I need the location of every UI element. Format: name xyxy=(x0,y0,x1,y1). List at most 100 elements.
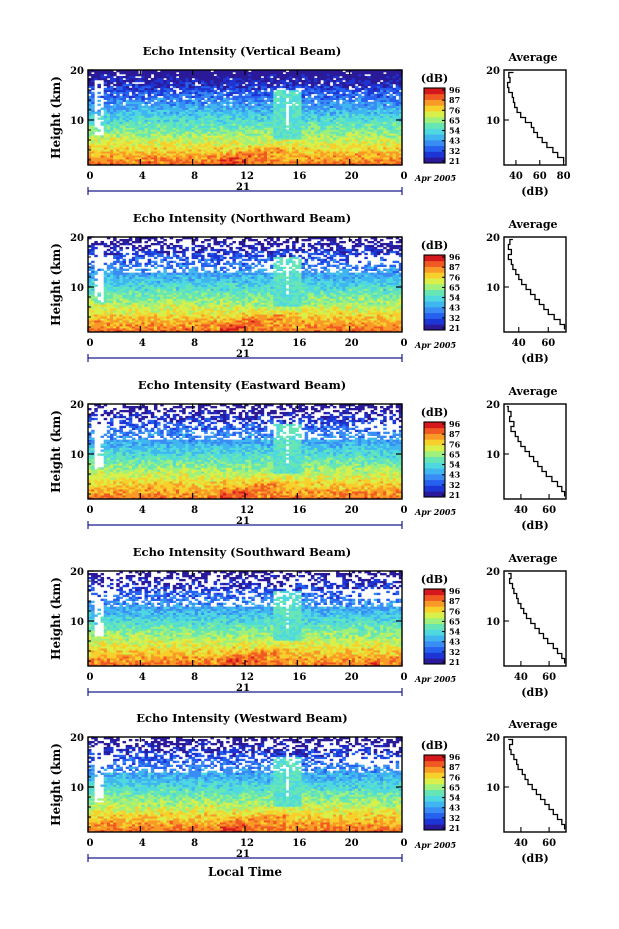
heatmap-cell xyxy=(273,163,277,166)
heatmap-cell xyxy=(157,111,161,114)
heatmap-cell xyxy=(235,133,240,136)
heatmap-cell xyxy=(376,328,381,331)
heatmap-cell xyxy=(251,81,255,85)
heatmap-cell xyxy=(91,73,95,77)
heatmap-cell xyxy=(138,129,142,132)
heatmap-cell xyxy=(197,135,202,138)
heatmap-cell xyxy=(395,139,400,142)
heatmap-cell xyxy=(116,75,120,79)
heatmap-cell xyxy=(125,127,130,130)
heatmap-cell xyxy=(307,155,312,158)
panel-title: Echo Intensity (Vertical Beam) xyxy=(143,44,342,58)
colorbar-swatch xyxy=(424,151,445,158)
heatmap-cell xyxy=(248,149,252,152)
heatmap-cell xyxy=(138,101,142,104)
heatmap-cell xyxy=(147,71,152,75)
heatmap-cell xyxy=(191,149,196,152)
heatmap-cell xyxy=(103,139,108,142)
heatmap-cell xyxy=(141,127,145,130)
heatmap-cell xyxy=(91,137,95,140)
heatmap-cell xyxy=(389,149,393,152)
heatmap-cell xyxy=(248,121,252,124)
heatmap-cell xyxy=(150,99,155,103)
heatmap-cell xyxy=(213,137,218,140)
heatmap-cell xyxy=(248,155,252,158)
heatmap-cell xyxy=(150,139,155,142)
heatmap-cell xyxy=(226,127,230,130)
heatmap-cell xyxy=(295,117,299,120)
heatmap-cell xyxy=(351,151,356,154)
heatmap-cell xyxy=(292,139,296,142)
heatmap-cell xyxy=(329,77,334,81)
heatmap-cell xyxy=(172,330,177,333)
heatmap-cell xyxy=(141,149,145,152)
heatmap-cell xyxy=(263,324,268,327)
heatmap-cell xyxy=(119,127,123,130)
heatmap-cell xyxy=(238,149,243,152)
heatmap-cell xyxy=(373,123,378,126)
heatmap-cell xyxy=(317,145,321,148)
heatmap-cell xyxy=(336,97,340,101)
heatmap-cell xyxy=(383,97,387,101)
heatmap-cell xyxy=(235,87,240,91)
heatmap-cell xyxy=(332,115,337,118)
heatmap-cell xyxy=(257,125,262,128)
heatmap-cell xyxy=(248,87,252,91)
heatmap-cell xyxy=(179,81,183,85)
heatmap-cell xyxy=(348,99,353,103)
heatmap-cell xyxy=(345,145,349,148)
heatmap-cell xyxy=(113,103,117,106)
heatmap-cell xyxy=(119,153,123,156)
heatmap-cell xyxy=(106,97,111,101)
heatmap-cell xyxy=(106,147,111,150)
heatmap-cell xyxy=(361,129,365,132)
heatmap-cell xyxy=(175,99,180,103)
heatmap-cell xyxy=(106,87,111,91)
heatmap-cell xyxy=(191,81,196,85)
heatmap-cell xyxy=(153,115,158,118)
heatmap-cell xyxy=(150,153,155,156)
heatmap-cell xyxy=(332,135,337,138)
heatmap-cell xyxy=(358,121,362,124)
heatmap-cell xyxy=(373,97,378,101)
heatmap-cell xyxy=(307,115,312,118)
heatmap-cell xyxy=(332,73,337,77)
heatmap-cell xyxy=(131,125,136,128)
heatmap-cell xyxy=(188,328,192,331)
heatmap-cell xyxy=(97,109,101,112)
heatmap-cell xyxy=(323,151,327,154)
heatmap-cell xyxy=(223,137,227,140)
heatmap-cell xyxy=(169,89,174,93)
heatmap-cell xyxy=(336,95,340,99)
heatmap-cell xyxy=(125,151,130,154)
heatmap-cell xyxy=(329,121,334,124)
heatmap-cell xyxy=(326,153,331,156)
heatmap-cell xyxy=(179,91,183,95)
heatmap-cell xyxy=(116,123,120,126)
heatmap-cell xyxy=(88,141,92,144)
heatmap-cell xyxy=(194,111,199,114)
heatmap-cell xyxy=(292,129,296,132)
heatmap-cell xyxy=(279,119,284,122)
heatmap-cell xyxy=(179,123,183,126)
heatmap-cell xyxy=(160,145,164,148)
heatmap-cell xyxy=(266,91,271,95)
heatmap-cell xyxy=(345,129,349,132)
heatmap-cell xyxy=(150,137,155,140)
heatmap-cell xyxy=(122,131,127,134)
heatmap-cell xyxy=(219,326,224,329)
heatmap-cell xyxy=(260,95,265,99)
heatmap-cell xyxy=(326,125,331,128)
heatmap-cell xyxy=(204,149,208,152)
heatmap-cell xyxy=(109,109,114,112)
heatmap-cell xyxy=(364,157,368,160)
heatmap-cell xyxy=(276,157,280,160)
heatmap-cell xyxy=(150,133,155,136)
heatmap-cell xyxy=(245,153,249,156)
heatmap-cell xyxy=(370,107,375,110)
heatmap-cell xyxy=(301,79,306,83)
heatmap-cell xyxy=(216,101,221,104)
heatmap-cell xyxy=(131,324,136,327)
heatmap-cell xyxy=(329,137,334,140)
heatmap-cell xyxy=(288,147,293,150)
